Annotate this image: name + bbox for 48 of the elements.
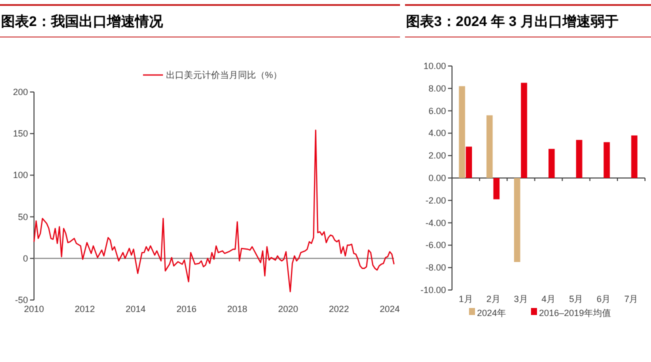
bar — [486, 115, 493, 178]
y-tick-label: -6.00 — [425, 240, 446, 250]
x-tick-label: 4月 — [541, 294, 556, 304]
bar — [493, 178, 500, 200]
legend-label: 2024年 — [477, 308, 506, 318]
x-tick-label: 1月 — [458, 294, 473, 304]
x-tick-label: 5月 — [569, 294, 584, 304]
y-tick-label: 150 — [12, 128, 28, 139]
bar — [520, 82, 528, 178]
x-tick-label: 2020 — [278, 304, 298, 314]
y-tick-label: 4.00 — [428, 128, 446, 138]
y-tick-label: 2.00 — [428, 150, 446, 161]
x-tick-label: 2016 — [176, 304, 196, 314]
chart-title: 图表3：2024 年 3 月出口增速弱于 — [406, 13, 618, 29]
bar — [548, 148, 555, 178]
bar — [466, 146, 472, 178]
y-tick-label: 0 — [22, 253, 28, 264]
bar — [604, 142, 610, 178]
legend-label: 2016–2019年均值 — [539, 308, 612, 318]
y-tick-label: 8.00 — [428, 83, 446, 94]
x-tick-label: 7月 — [624, 294, 638, 304]
y-tick-label: 0.00 — [428, 173, 446, 183]
x-tick-label: 2022 — [328, 304, 349, 314]
y-tick-label: -4.00 — [425, 218, 446, 228]
x-tick-label: 3月 — [514, 294, 528, 304]
bar — [514, 178, 520, 262]
bar — [576, 140, 582, 178]
y-tick-label: -50 — [14, 295, 28, 305]
x-tick-label: 2012 — [74, 304, 95, 314]
chart-title: 图表2：我国出口增速情况 — [1, 13, 164, 29]
y-tick-label: 100 — [12, 170, 28, 180]
x-tick-label: 2024 — [380, 304, 400, 314]
x-tick-label: 2014 — [126, 304, 146, 314]
bar — [458, 86, 466, 178]
y-tick-label: 6.00 — [428, 106, 446, 116]
x-tick-label: 2018 — [227, 304, 248, 314]
y-tick-label: -10.00 — [420, 285, 446, 295]
y-tick-label: 50 — [18, 212, 28, 222]
legend-label: 出口美元计价当月同比（%） — [166, 70, 282, 80]
bar — [631, 135, 638, 178]
y-tick-label: -8.00 — [425, 262, 446, 273]
line-series — [33, 130, 395, 292]
y-tick-label: 200 — [12, 87, 28, 97]
y-tick-label: 10.00 — [423, 61, 446, 71]
x-tick-label: 6月 — [596, 294, 611, 304]
x-tick-label: 2月 — [486, 294, 500, 304]
y-tick-label: -2.00 — [425, 195, 446, 206]
x-tick-label: 2010 — [24, 304, 44, 314]
